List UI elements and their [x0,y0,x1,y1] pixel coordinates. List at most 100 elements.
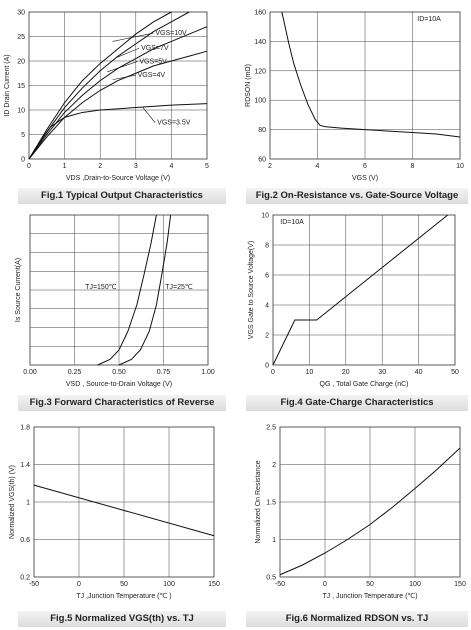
fig3-annotation-label: TJ=150℃ [85,284,117,291]
fig4-x-tick-label: 20 [342,369,350,376]
fig4-caption: Fig.4 Gate-Charge Characteristics [246,395,468,411]
fig4-x-tick-label: 30 [378,369,386,376]
fig6-x-tick-label: -50 [275,581,285,588]
fig1-y-tick-label: 25 [17,34,25,41]
fig2-annotation-label: ID=10A [417,16,441,23]
fig1-caption: Fig.1 Typical Output Characteristics [18,188,226,204]
fig5-x-tick-label: 100 [163,581,175,588]
fig1-x-tick-label: 2 [98,163,102,170]
fig3-series-line-0 [97,214,157,366]
fig6-x-tick-label: 100 [409,581,421,588]
fig2-y-tick-label: 80 [258,127,266,134]
fig6-y-axis-label: Normalized On Resistance [255,460,262,543]
fig3-x-tick-label: 0.25 [68,369,82,376]
fig3-x-tick-label: 0.50 [112,369,126,376]
fig2-y-axis-label: RDSON (mΩ) [245,64,252,107]
fig5-y-tick-label: 1.8 [20,425,30,432]
fig1-series-line-0 [28,11,172,160]
fig5-y-tick-label: 1.4 [20,462,30,469]
fig3-x-tick-label: 0.00 [23,369,37,376]
fig1-x-tick-label: 4 [169,163,173,170]
fig4-x-tick-label: 10 [306,369,314,376]
fig4-x-tick-label: 50 [451,369,459,376]
fig6-y-tick-label: 1 [272,537,276,544]
fig5-x-tick-label: 50 [120,581,128,588]
fig4-annotation-label: ID=10A [280,219,304,226]
fig5-x-tick-label: 0 [77,581,81,588]
fig4-y-tick-label: 6 [265,273,269,280]
fig3-annotation-label: TJ=25℃ [165,284,193,291]
fig4-y-axis-label: VGS Gate to Source Voltage(V) [248,241,255,339]
fig5-x-tick-label: 150 [208,581,220,588]
fig2-series-line-0 [281,11,461,138]
fig4-x-axis-label: QG , Total Gate Charge (nC) [320,381,409,388]
fig6-y-tick-label: 1.5 [266,500,276,507]
fig1-annotation-label: VGS=10V [155,30,187,37]
fig6-x-axis-label: TJ , Junction Temperature (℃) [322,593,417,600]
fig3-x-axis-label: VSD , Source-to-Drain Voltage (V) [66,381,172,388]
fig2-y-tick-label: 120 [254,68,266,75]
fig2-x-axis-label: VGS (V) [352,175,378,182]
fig2-x-tick-label: 6 [363,163,367,170]
fig1-annotation-leader [116,47,140,58]
fig1-x-tick-label: 3 [134,163,138,170]
fig2-x-tick-label: 10 [456,163,464,170]
fig6-y-tick-label: 2.5 [266,425,276,432]
fig4-x-tick-label: 0 [271,369,275,376]
fig6-y-tick-label: 2 [272,462,276,469]
fig3-series-line-1 [118,214,172,366]
fig1-y-tick-label: 20 [17,59,25,66]
fig1-annotation-label: VGS=3.5V [157,120,191,127]
fig1-x-tick-label: 1 [63,163,67,170]
fig2-panel: 2 4 6 8 10 60 80 100 120 140 160 VGS (V) RDSON (mΩ) I… [236,0,471,205]
fig4-plot-frame [272,214,456,366]
fig3-chart: 0.00 0.25 0.50 0.75 1.00 VSD , Source-to-Drai… [15,214,215,388]
fig4-y-tick-label: 0 [265,363,269,370]
fig4-chart: 0 10 20 30 40 50 0 2 4 6 8 10 QG , Total Gate Charge… [248,213,459,389]
fig5-y-tick-label: 0.2 [20,575,30,582]
fig2-y-tick-label: 60 [258,157,266,164]
fig3-y-axis-label: Is Source Current(A) [15,258,22,322]
fig4-panel: 0 10 20 30 40 50 0 2 4 6 8 10 QG , Total Gate Charge… [236,205,471,415]
fig1-annotation-leader [107,61,138,73]
fig1-y-tick-label: 0 [21,157,25,164]
fig4-y-tick-label: 4 [265,303,269,310]
fig1-y-axis-label: ID Drain Current (A) [4,54,11,116]
fig6-panel: -50 0 50 100 150 0.5 1 1.5 2 2.5 TJ , Junction Tem… [236,415,471,630]
fig2-chart: 2 4 6 8 10 60 80 100 120 140 160 VGS (V) RDSON (mΩ) I… [245,10,464,183]
fig6-x-tick-label: 0 [323,581,327,588]
fig2-y-tick-label: 140 [254,39,266,46]
fig1-panel: 0 1 2 3 4 5 0 5 10 15 20 25 30 VDS ,Drain-to-Source V… [0,0,235,205]
fig2-y-tick-label: 100 [254,98,266,105]
fig4-y-tick-label: 2 [265,333,269,340]
fig5-x-tick-label: -50 [29,581,39,588]
fig1-y-tick-label: 10 [17,108,25,115]
fig1-annotation-leader [112,74,136,80]
fig5-series-line-0 [33,484,215,537]
fig2-y-tick-label: 160 [254,10,266,17]
fig1-y-tick-label: 15 [17,83,25,90]
fig5-x-axis-label: TJ ,Junction Temperature (℃ ) [76,593,171,600]
fig5-y-axis-label: Normalized VGS(th) (V) [9,465,16,539]
fig6-chart: -50 0 50 100 150 0.5 1 1.5 2 2.5 TJ , Junction Tem… [255,425,466,601]
fig5-y-tick-label: 1 [26,500,30,507]
fig3-x-tick-label: 0.75 [157,369,171,376]
fig1-annotation-label: VGS=4V [138,72,166,79]
fig5-chart: -50 0 50 100 150 0.2 0.6 1 1.4 1.8 TJ ,Junction Te… [9,425,220,601]
fig5-caption: Fig.5 Normalized VGS(th) vs. TJ [18,611,226,627]
fig5-y-tick-label: 0.6 [20,537,30,544]
fig4-y-tick-label: 8 [265,243,269,250]
fig1-series-line-3 [28,50,208,160]
fig1-x-tick-label: 5 [205,163,209,170]
fig1-series-line-1 [28,11,190,160]
fig3-x-tick-label: 1.00 [201,369,215,376]
fig6-y-tick-label: 0.5 [266,575,276,582]
fig2-x-tick-label: 2 [268,163,272,170]
fig1-y-tick-label: 5 [21,132,25,139]
fig6-caption: Fig.6 Normalized RDSON vs. TJ [246,611,468,627]
fig5-panel: -50 0 50 100 150 0.2 0.6 1 1.4 1.8 TJ ,Junction Te… [0,415,235,630]
fig1-series-line-4 [28,103,208,160]
fig1-x-axis-label: VDS ,Drain-to-Source Voltage (V) [66,175,170,182]
fig1-annotation-leader [112,32,154,42]
fig2-x-tick-label: 8 [411,163,415,170]
